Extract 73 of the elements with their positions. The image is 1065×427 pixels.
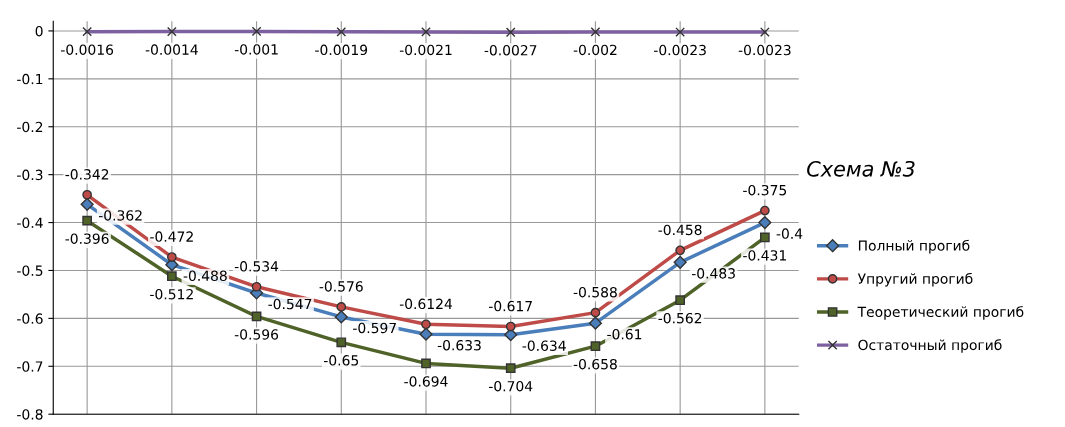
data-label: -0.694 <box>404 376 448 387</box>
data-label: -0.534 <box>234 261 279 272</box>
point <box>80 197 94 211</box>
data-label: -0.6124 <box>399 298 453 310</box>
legend-label: Упругий прогиб <box>857 272 973 287</box>
data-label: -0.458 <box>658 224 702 236</box>
y-tick-label: -0.6 <box>17 313 43 324</box>
data-label: -0.0021 <box>399 44 452 56</box>
data-label: -0.61 <box>607 328 642 340</box>
data-label: -0.483 <box>691 268 735 279</box>
data-label: -0.634 <box>522 340 566 351</box>
data-label: -0.0019 <box>315 44 368 56</box>
data-label: -0.547 <box>268 298 312 310</box>
y-tick-label: -0.2 <box>17 121 43 133</box>
data-label: -0.0023 <box>738 44 791 56</box>
y-tick-label: 0 <box>35 25 43 37</box>
data-label: -0.0014 <box>145 44 198 55</box>
point <box>421 319 431 330</box>
point <box>675 245 686 256</box>
legend-label: Теоретический прогиб <box>857 306 1024 320</box>
y-tick-label: -0.7 <box>17 361 43 372</box>
data-label: -0.002 <box>573 44 617 56</box>
data-label: -0.633 <box>437 339 481 351</box>
point <box>588 316 603 330</box>
data-label: -0.472 <box>150 231 193 242</box>
data-label: -0.617 <box>489 300 532 312</box>
data-label: -0.562 <box>658 312 702 324</box>
point <box>421 358 431 369</box>
data-label: -0.342 <box>65 169 109 180</box>
data-label: -0.375 <box>743 184 787 196</box>
point <box>336 337 347 348</box>
data-label: -0.596 <box>234 329 279 340</box>
point <box>673 255 687 269</box>
data-label: -0.512 <box>150 288 193 300</box>
data-label: -0.65 <box>324 355 359 366</box>
point <box>166 252 177 262</box>
y-tick-label: -0.4 <box>17 217 43 229</box>
data-label: -0.588 <box>573 286 617 298</box>
data-label: -0.396 <box>65 233 109 244</box>
data-label: -0.576 <box>319 281 363 292</box>
data-label: -0.431 <box>743 250 786 261</box>
point <box>760 205 770 216</box>
point <box>82 215 92 226</box>
y-tick-label: -0.5 <box>17 265 43 276</box>
data-label: -0.362 <box>98 210 142 221</box>
y-tick-label: -0.3 <box>17 169 43 181</box>
y-tick-label: -0.8 <box>17 409 43 420</box>
legend-label: Полный прогиб <box>858 239 970 254</box>
data-label: -0.0023 <box>654 44 706 56</box>
data-label: -0.704 <box>489 380 533 392</box>
point <box>758 215 772 230</box>
point <box>419 327 433 341</box>
data-label: -0.0027 <box>484 44 537 56</box>
data-label: -0.0016 <box>61 44 114 55</box>
point <box>505 321 516 332</box>
point <box>251 281 262 292</box>
data-label: -0.4 <box>776 228 803 239</box>
point <box>760 232 770 243</box>
data-label: -0.597 <box>353 322 396 334</box>
point <box>336 302 347 312</box>
point <box>590 341 601 352</box>
data-label: -0.658 <box>573 358 617 370</box>
y-tick-label: -0.1 <box>17 73 43 85</box>
point <box>675 295 686 306</box>
point <box>334 310 348 324</box>
data-label: -0.488 <box>183 270 227 282</box>
legend-label: Остаточный прогиб <box>858 339 1002 353</box>
point <box>505 363 516 374</box>
data-label: -0.001 <box>234 44 278 55</box>
point <box>166 271 177 282</box>
point <box>82 189 92 200</box>
text: Схема №3 <box>807 160 915 177</box>
point <box>590 307 601 318</box>
